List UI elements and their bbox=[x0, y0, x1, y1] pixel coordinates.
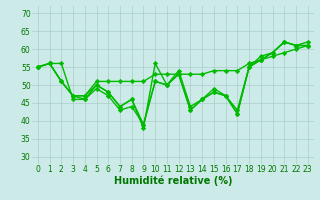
X-axis label: Humidité relative (%): Humidité relative (%) bbox=[114, 176, 232, 186]
